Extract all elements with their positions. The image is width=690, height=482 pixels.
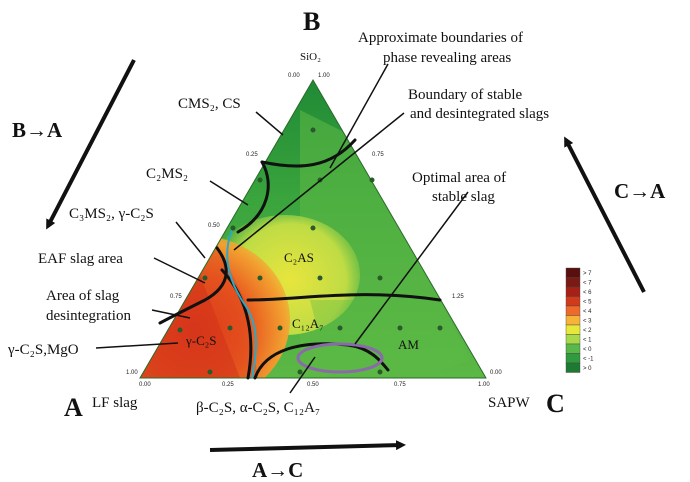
tick-label: 1.00 xyxy=(318,73,330,79)
phase-label-gamma-c2s: γ-C₂S xyxy=(185,333,217,348)
legend-swatch xyxy=(565,315,581,326)
annotation-c3ms2: C₃MS₂, γ-C₂S xyxy=(69,206,154,222)
arrow-b-to-a xyxy=(46,59,136,230)
annotation-cms2-cs: CMS₂, CS xyxy=(178,96,241,112)
legend-label: < 1 xyxy=(583,338,592,344)
annotation-boundary-stable-line2: and desintegrated slags xyxy=(410,106,549,122)
annotation-eaf-slag-area: EAF slag area xyxy=(38,251,123,267)
vertex-b-formula: SiO₂ xyxy=(300,51,321,63)
legend-label: > 7 xyxy=(583,271,592,277)
legend-swatch xyxy=(565,296,581,307)
legend-label: < 6 xyxy=(583,290,592,296)
annotation-optimal-line2: stable slag xyxy=(432,189,495,205)
legend-label: < 3 xyxy=(583,319,592,325)
tick-label: 0.00 xyxy=(288,73,300,79)
legend-swatch xyxy=(565,324,581,335)
legend-swatch xyxy=(565,267,581,278)
triangle-outline xyxy=(139,79,487,379)
tick-label: 0.00 xyxy=(139,382,151,388)
arrow-label-a-to-c: A→C xyxy=(252,458,303,482)
arrow-label-c-to-a: C→A xyxy=(614,179,666,203)
arrow-a-to-c xyxy=(209,440,406,452)
tick-label: 0.25 xyxy=(222,382,234,388)
tick-label: 0.50 xyxy=(307,382,319,388)
vertex-c-name: SAPW xyxy=(488,395,531,411)
vertex-b-letter: B xyxy=(303,7,320,36)
tick-label: 1.00 xyxy=(126,370,138,376)
legend-label: < 0 xyxy=(583,347,592,353)
legend-label: < 5 xyxy=(583,300,592,306)
annotation-boundary-stable-line1: Boundary of stable xyxy=(408,87,522,103)
vertex-c-letter: C xyxy=(546,389,565,418)
arrow-label-b-to-a: B→A xyxy=(12,118,63,142)
triangle-contour-fill xyxy=(140,80,486,378)
boundary-c2ms2-line xyxy=(236,160,270,234)
phase-label-c12a7: C₁₂A₇ xyxy=(292,316,324,331)
annotation-optimal-line1: Optimal area of xyxy=(412,170,506,186)
legend-label: < 7 xyxy=(583,281,592,287)
legend-swatch xyxy=(565,305,581,316)
boundary-eaf-line xyxy=(158,246,228,325)
arrow-c-to-a xyxy=(564,136,646,293)
tick-label: 1.00 xyxy=(478,382,490,388)
annotation-disintegration-line1: Area of slag xyxy=(46,288,120,304)
annotation-approx-boundaries-line1: Approximate boundaries of xyxy=(358,30,523,46)
optimal-area-ellipse xyxy=(296,342,384,374)
annotation-c2ms2: C₂MS₂ xyxy=(146,166,188,182)
legend-swatch xyxy=(565,362,581,373)
annotation-approx-boundaries-line2: phase revealing areas xyxy=(383,50,511,66)
tick-label: 0.50 xyxy=(208,223,220,229)
legend-swatch xyxy=(565,343,581,354)
tick-label: 0.75 xyxy=(372,152,384,158)
tick-label: 0.25 xyxy=(246,152,258,158)
phase-label-am: AM xyxy=(398,337,419,352)
vertex-a-letter: A xyxy=(64,393,83,422)
legend-label: < -1 xyxy=(583,357,594,363)
boundary-vertical-line xyxy=(220,268,253,380)
tick-label: 0.00 xyxy=(490,370,502,376)
tick-labels: 0.00 1.00 0.25 0.75 0.50 0.75 1.25 1.00 … xyxy=(126,73,502,388)
color-legend: > 7 < 7 < 6 < 5 < 4 < 3 < 2 < 1 < 0 < -1 > 0 xyxy=(565,267,594,373)
vertex-a-name: LF slag xyxy=(92,395,138,411)
leader-lines xyxy=(95,63,469,394)
annotation-gamma-c2s-mgo: γ-C₂S,MgO xyxy=(7,342,79,358)
legend-label: > 0 xyxy=(583,366,592,372)
tick-label: 1.25 xyxy=(452,294,464,300)
boundary-cms2-line xyxy=(260,138,357,168)
legend-swatch xyxy=(565,353,581,364)
legend-swatch xyxy=(565,286,581,297)
legend-swatch xyxy=(565,334,581,345)
blue-stable-boundary xyxy=(226,229,257,379)
legend-label: < 2 xyxy=(583,328,592,334)
legend-label: < 4 xyxy=(583,309,592,315)
boundary-c2as-line xyxy=(246,293,442,302)
annotation-beta-alpha-c2s: β-C₂S, α-C₂S, C₁₂A₇ xyxy=(196,400,320,416)
annotation-disintegration-line2: desintegration xyxy=(46,308,131,324)
tick-label: 0.75 xyxy=(394,382,406,388)
tick-label: 0.75 xyxy=(170,294,182,300)
sample-points xyxy=(177,127,443,375)
phase-label-c2as: C₂AS xyxy=(284,250,314,265)
legend-swatch xyxy=(565,277,581,288)
